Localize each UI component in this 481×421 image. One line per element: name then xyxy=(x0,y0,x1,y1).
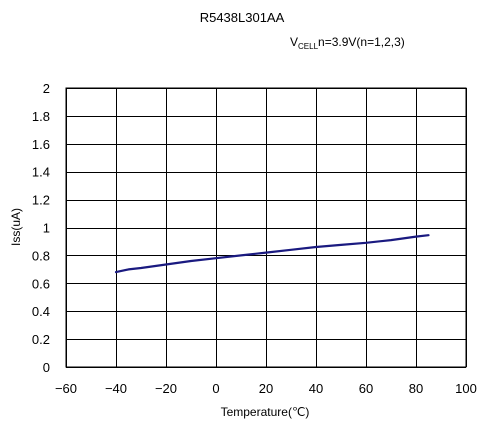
chart-condition: VCELLn=3.9V(n=1,2,3) xyxy=(290,35,405,51)
x-tick-label: 60 xyxy=(359,381,373,396)
series-line-0 xyxy=(114,234,430,274)
x-tick-label: −40 xyxy=(105,381,127,396)
x-tick-label: −20 xyxy=(155,381,177,396)
y-tick-label: 1.4 xyxy=(32,165,50,180)
chart-title: R5438L301AA xyxy=(200,10,285,25)
x-tick-label: 20 xyxy=(259,381,273,396)
y-tick-labels: 0 0.2 0.4 0.6 0.8 1 1.2 1.4 1.6 1.8 2 xyxy=(32,81,50,375)
y-tick-label: 1 xyxy=(43,221,50,236)
x-tick-label: 80 xyxy=(409,381,423,396)
y-tick-label: 0.6 xyxy=(32,276,50,291)
condition-subscript: CELL xyxy=(298,42,319,51)
y-tick-label: 0.2 xyxy=(32,332,50,347)
x-tick-label: 100 xyxy=(455,381,477,396)
y-tick-label: 1.2 xyxy=(32,193,50,208)
x-tick-label: 40 xyxy=(309,381,323,396)
y-axis-label: Iss(uA) xyxy=(9,208,23,246)
y-tick-label: 0 xyxy=(43,360,50,375)
series-layer xyxy=(114,234,430,274)
y-tick-label: 0.8 xyxy=(32,248,50,263)
x-axis-label: Temperature(℃) xyxy=(221,405,310,419)
y-tick-label: 2 xyxy=(43,81,50,96)
x-tick-label: 0 xyxy=(212,381,219,396)
y-tick-label: 1.8 xyxy=(32,109,50,124)
x-tick-labels: −60 −40 −20 0 20 40 60 80 100 xyxy=(55,381,477,396)
condition-prefix: V xyxy=(290,35,298,49)
condition-rest: n=3.9V(n=1,2,3) xyxy=(318,35,405,49)
plot-frame xyxy=(65,87,467,368)
y-tick-label: 0.4 xyxy=(32,304,50,319)
grid xyxy=(66,88,467,368)
y-tick-label: 1.6 xyxy=(32,137,50,152)
x-tick-label: −60 xyxy=(55,381,77,396)
